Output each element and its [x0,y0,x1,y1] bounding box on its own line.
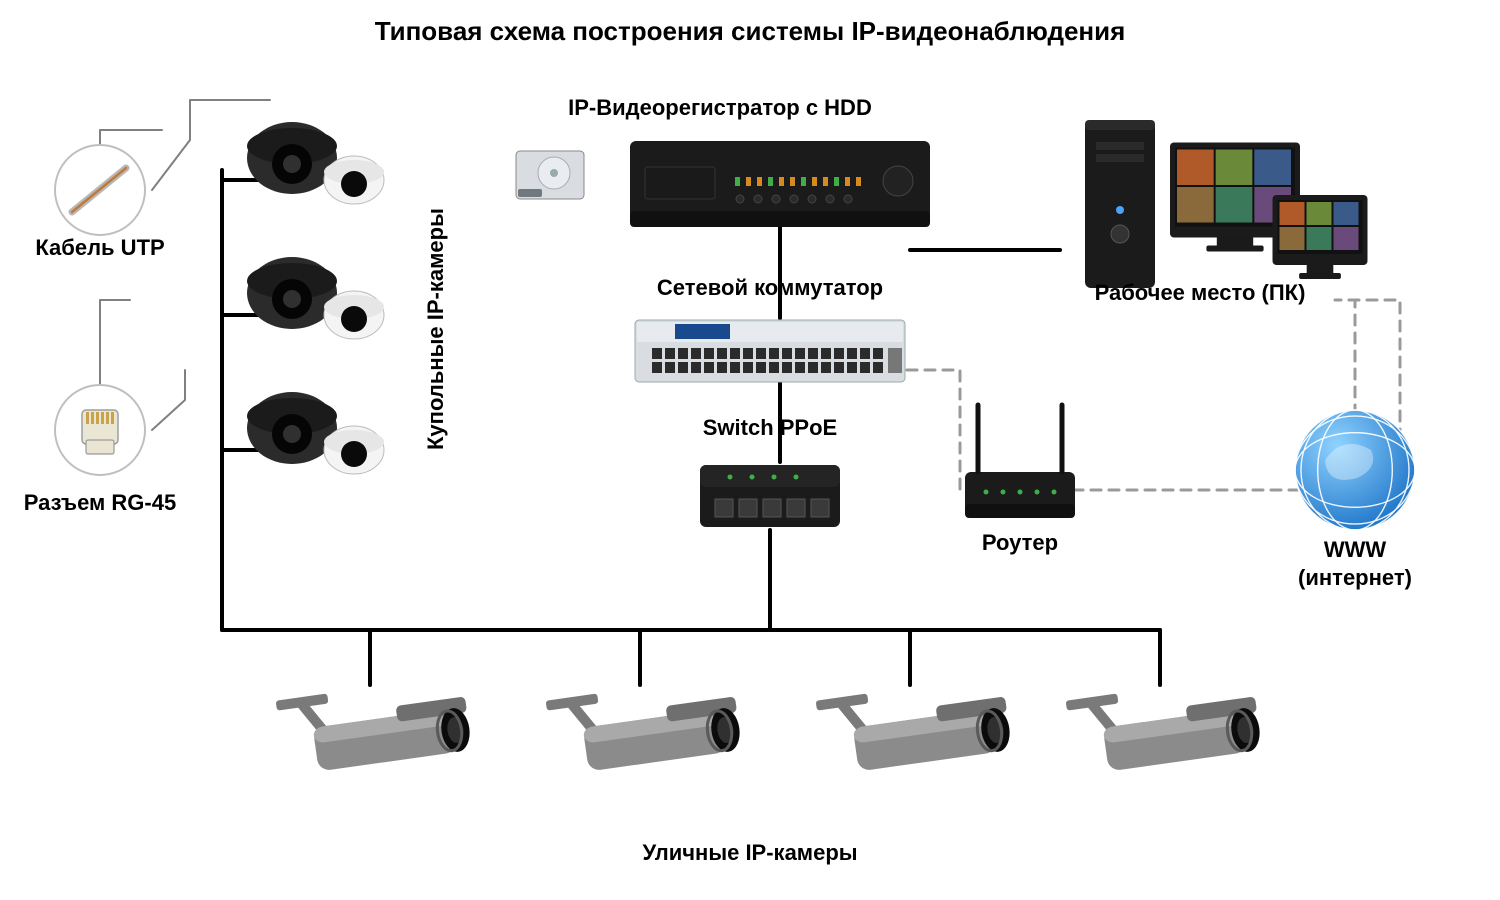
node-poeswitch [700,465,840,527]
node-globe [1295,410,1415,530]
node-dome2 [247,257,384,339]
diagram-title: Типовая схема построения системы IP-виде… [150,16,1350,47]
node-dome1 [247,122,384,204]
label-www: WWW [1105,537,1500,563]
diagram-svg [0,0,1500,900]
label-dome_side: Купольные IP-камеры [423,190,449,450]
node-nvr [630,141,930,227]
node-dome3 [247,392,384,474]
label-ppoe: Switch PPoE [520,415,1020,441]
label-outdoor: Уличные IP-камеры [500,840,1000,866]
node-rg45_plug [55,385,145,475]
label-rg45: Разъем RG-45 [0,490,350,516]
node-bullet4 [1066,675,1263,776]
diagram-stage: Типовая схема построения системы IP-виде… [0,0,1500,900]
label-nvr: IP-Видеорегистратор с HDD [470,95,970,121]
label-www2: (интернет) [1105,565,1500,591]
node-pc_tower [1085,120,1155,288]
node-pc_mon2 [1273,195,1368,279]
node-netswitch [635,320,905,382]
node-hdd [516,151,584,199]
label-cable_utp: Кабель UTP [0,235,350,261]
node-bullet2 [546,675,743,776]
node-bullet1 [276,675,473,776]
label-switch: Сетевой коммутатор [520,275,1020,301]
label-workstation: Рабочее место (ПК) [950,280,1450,306]
node-bullet3 [816,675,1013,776]
node-utp_cable [55,145,145,235]
